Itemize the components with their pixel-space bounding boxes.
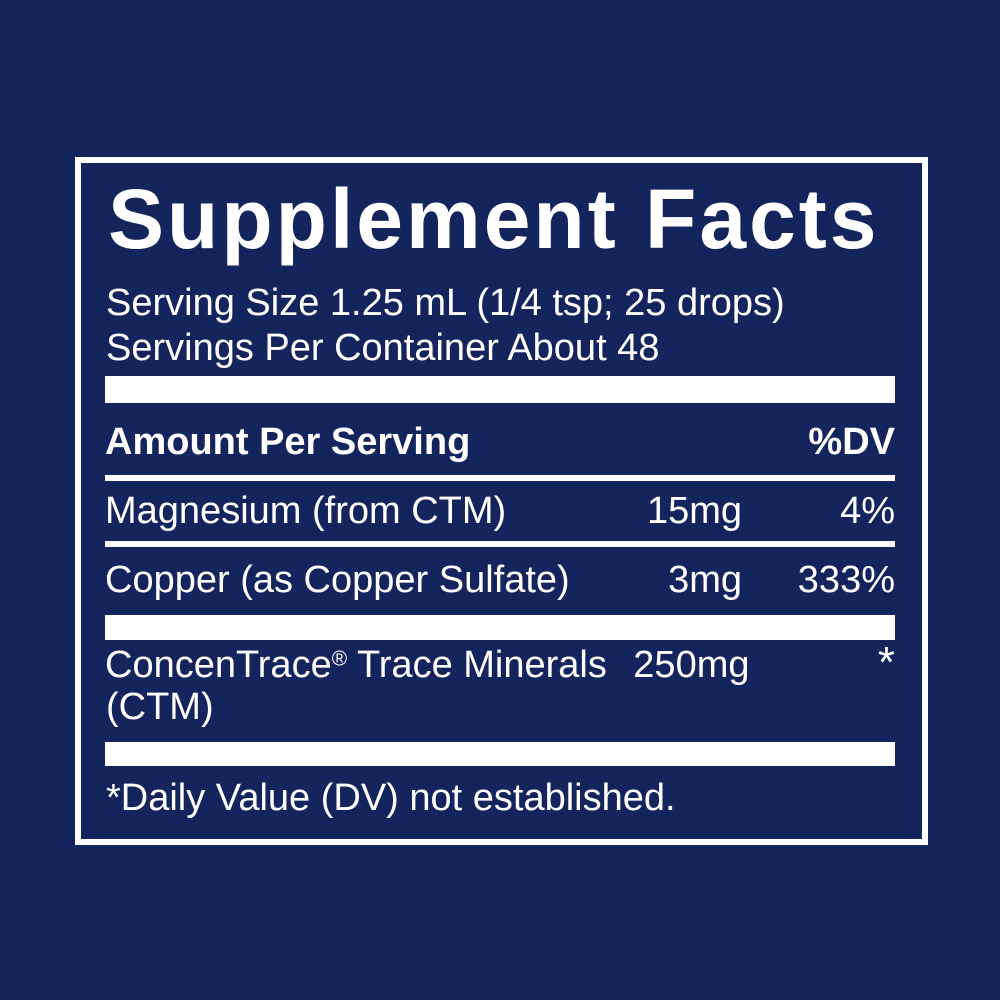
table-header-row: Amount Per Serving %DV bbox=[105, 422, 895, 462]
nutrient-dv: 4% bbox=[840, 490, 895, 532]
divider-thick-middle bbox=[105, 615, 895, 640]
nutrient-name: ConcenTrace® Trace Minerals bbox=[105, 643, 607, 688]
supplement-facts-panel: Supplement Facts Serving Size 1.25 mL (1… bbox=[75, 157, 928, 845]
divider-thin-2 bbox=[105, 541, 895, 547]
nutrient-name: Magnesium (from CTM) bbox=[105, 490, 507, 532]
brand-name: ConcenTrace bbox=[105, 644, 332, 686]
nutrient-name-rest: Trace Minerals bbox=[347, 644, 607, 686]
footnote-text: *Daily Value (DV) not established. bbox=[106, 777, 676, 819]
nutrient-dv: 333% bbox=[797, 559, 895, 601]
column-header-amount-per-serving: Amount Per Serving bbox=[105, 421, 471, 463]
panel-title: Supplement Facts bbox=[108, 172, 880, 266]
nutrient-name: Copper (as Copper Sulfate) bbox=[105, 559, 570, 601]
divider-thick-bottom bbox=[105, 742, 895, 766]
registered-trademark-symbol: ® bbox=[331, 647, 348, 671]
divider-thin-1 bbox=[105, 475, 895, 481]
serving-info: Serving Size 1.25 mL (1/4 tsp; 25 drops)… bbox=[106, 281, 785, 371]
nutrient-amount: 3mg bbox=[668, 559, 742, 601]
nutrient-row-magnesium: Magnesium (from CTM) 15mg 4% bbox=[105, 489, 895, 534]
divider-thick-top bbox=[105, 376, 895, 403]
nutrient-row-copper: Copper (as Copper Sulfate) 3mg 333% bbox=[105, 558, 895, 603]
nutrient-name-line2: (CTM) bbox=[106, 686, 214, 728]
column-header-dv: %DV bbox=[808, 421, 895, 463]
serving-size-text: Serving Size 1.25 mL (1/4 tsp; 25 drops) bbox=[106, 282, 785, 324]
nutrient-amount: 15mg bbox=[646, 490, 742, 532]
servings-per-container-text: Servings Per Container About 48 bbox=[106, 327, 660, 369]
nutrient-row-concentrace: ConcenTrace® Trace Minerals 250mg * bbox=[105, 638, 895, 688]
nutrient-amount: 250mg bbox=[633, 644, 750, 686]
nutrient-dv-asterisk: * bbox=[877, 638, 895, 687]
